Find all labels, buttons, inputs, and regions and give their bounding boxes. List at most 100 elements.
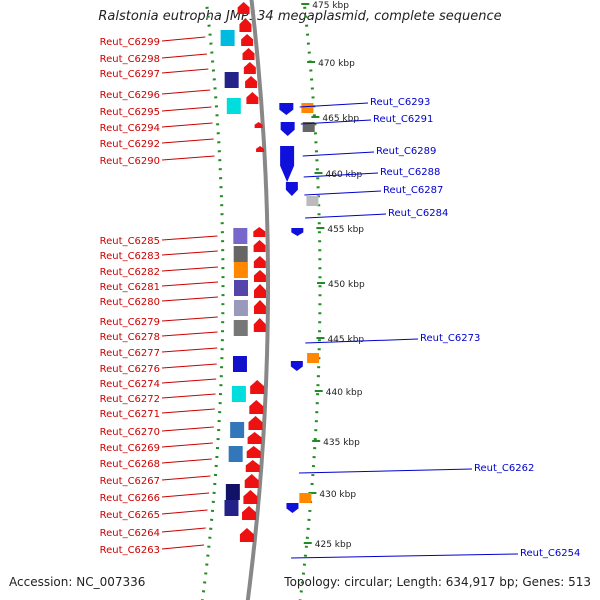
- gene-leader-left: [161, 393, 216, 399]
- gene-leader-left: [161, 266, 218, 272]
- gene-leader-left: [161, 281, 219, 287]
- gene-label-left: Reut_C6298: [100, 54, 160, 65]
- gene-leader-right: [299, 102, 369, 108]
- map-title: Ralstonia eutropha JMP134 megaplasmid, c…: [98, 9, 502, 24]
- gene-label-left: Reut_C6281: [100, 282, 160, 293]
- forward-gene: [239, 528, 254, 542]
- forward-gene: [250, 380, 265, 394]
- forward-gene: [243, 62, 256, 74]
- gene-leader-right: [302, 151, 375, 157]
- gene-label-left: Reut_C6299: [100, 37, 160, 48]
- gene-label-right: Reut_C6254: [520, 548, 580, 559]
- gene-block: [228, 446, 243, 462]
- forward-gene: [245, 460, 260, 472]
- forward-gene: [253, 240, 266, 252]
- gene-leader-right: [305, 338, 419, 344]
- gene-leader-left: [161, 426, 214, 432]
- gene-label-left: Reut_C6263: [100, 545, 160, 556]
- gene-block: [233, 320, 248, 336]
- gene-block: [232, 356, 247, 372]
- gene-leader-left: [161, 36, 206, 42]
- gene-label-left: Reut_C6270: [100, 427, 160, 438]
- reverse-gene: [279, 103, 294, 115]
- gene-leader-left: [161, 235, 218, 241]
- kbp-tick-label: 455 kbp: [327, 225, 364, 235]
- forward-gene: [247, 432, 262, 444]
- gene-label-left: Reut_C6272: [100, 394, 160, 405]
- gene-label-left: Reut_C6265: [100, 510, 160, 521]
- gene-leader-right: [291, 553, 519, 559]
- reverse-gene: [280, 146, 295, 182]
- gene-leader-left: [161, 89, 211, 95]
- gene-leader-right: [298, 468, 473, 474]
- gene-leader-left: [161, 250, 218, 256]
- gene-label-left: Reut_C6295: [100, 107, 160, 118]
- forward-gene: [256, 146, 265, 152]
- gene-block: [226, 98, 241, 114]
- forward-gene: [245, 76, 258, 88]
- gene-block: [299, 493, 312, 503]
- gene-label-left: Reut_C6290: [100, 156, 160, 167]
- gene-block: [220, 30, 235, 46]
- gene-label-left: Reut_C6274: [100, 379, 160, 390]
- forward-gene: [253, 284, 266, 298]
- gene-leader-left: [161, 475, 211, 481]
- gene-leader-left: [161, 138, 214, 144]
- forward-gene: [241, 34, 254, 46]
- accession-text: Accession: NC_007336: [9, 575, 146, 589]
- gene-leader-left: [161, 347, 218, 353]
- gene-leader-left: [161, 492, 210, 498]
- forward-gene: [254, 122, 263, 128]
- kbp-tick-label: 450 kbp: [328, 280, 365, 290]
- gene-label-left: Reut_C6282: [100, 267, 160, 278]
- gene-leader-left: [161, 363, 217, 369]
- gene-label-right: Reut_C6291: [373, 114, 433, 125]
- gene-label-left: Reut_C6266: [100, 493, 160, 504]
- gene-leader-left: [161, 68, 209, 74]
- gene-leader-left: [161, 527, 206, 533]
- forward-gene: [253, 270, 266, 282]
- gene-label-left: Reut_C6277: [100, 348, 160, 359]
- gc-ring-outer: [298, 0, 322, 600]
- gc-ring-inner: [200, 0, 225, 600]
- gene-leader-left: [161, 509, 208, 515]
- gene-block: [231, 386, 246, 402]
- forward-gene: [242, 506, 257, 520]
- gene-leader-left: [161, 544, 205, 550]
- gene-block: [302, 122, 315, 132]
- gene-block: [224, 72, 239, 88]
- reverse-gene: [285, 182, 298, 196]
- gene-block: [233, 246, 248, 262]
- gene-block: [233, 300, 248, 316]
- forward-gene: [243, 490, 258, 504]
- gene-leader-left: [161, 122, 213, 128]
- gene-leader-left: [161, 408, 215, 414]
- forward-gene: [253, 227, 266, 237]
- reverse-gene: [280, 122, 295, 136]
- forward-gene: [253, 300, 266, 314]
- forward-gene: [253, 318, 266, 332]
- gene-block: [224, 500, 239, 516]
- gene-label-left: Reut_C6276: [100, 364, 160, 375]
- gene-label-left: Reut_C6279: [100, 317, 160, 328]
- reverse-gene: [286, 503, 299, 513]
- gene-leader-left: [161, 378, 217, 384]
- kbp-tick-label: 435 kbp: [323, 438, 360, 448]
- gene-label-right: Reut_C6289: [376, 146, 436, 157]
- kbp-tick-label: 445 kbp: [327, 335, 364, 345]
- gene-block: [233, 262, 248, 278]
- gene-label-left: Reut_C6296: [100, 90, 160, 101]
- gene-block: [307, 353, 320, 363]
- gene-block: [301, 103, 314, 113]
- gene-label-left: Reut_C6268: [100, 459, 160, 470]
- gene-label-left: Reut_C6294: [100, 123, 160, 134]
- forward-gene: [237, 2, 250, 14]
- gene-label-left: Reut_C6280: [100, 297, 160, 308]
- forward-gene: [253, 256, 266, 268]
- backbone-arc: [245, 0, 270, 600]
- gene-label-left: Reut_C6267: [100, 476, 160, 487]
- gene-label-left: Reut_C6264: [100, 528, 160, 539]
- forward-gene: [248, 416, 263, 430]
- gene-leader-left: [161, 53, 207, 59]
